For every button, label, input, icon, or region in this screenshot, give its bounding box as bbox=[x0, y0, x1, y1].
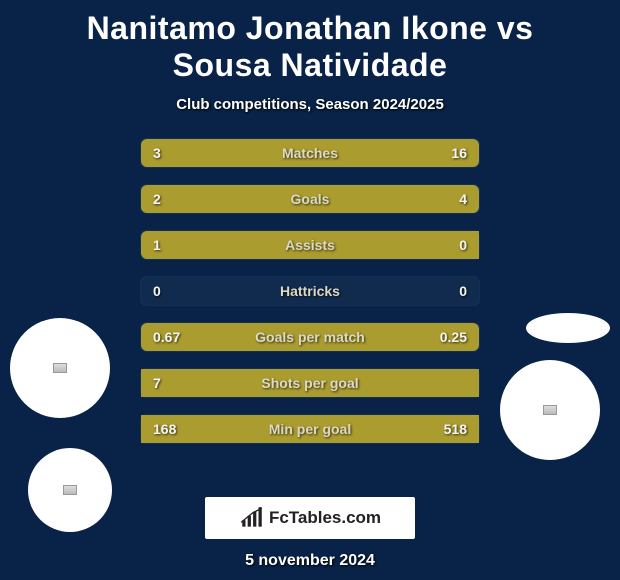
stat-right-value: 518 bbox=[444, 421, 467, 437]
player1-flag-icon bbox=[53, 363, 67, 373]
chart-icon bbox=[239, 507, 265, 529]
stat-label: Assists bbox=[285, 237, 335, 253]
stat-label: Hattricks bbox=[280, 283, 340, 299]
stat-row: 0.67 0.25 Goals per match bbox=[140, 322, 480, 352]
page-title: Nanitamo Jonathan Ikone vs Sousa Nativid… bbox=[0, 0, 620, 84]
stat-right-value: 0 bbox=[459, 283, 467, 299]
player2-flag-icon bbox=[543, 405, 557, 415]
stat-left-value: 0.67 bbox=[153, 329, 180, 345]
bar-fill-left bbox=[141, 139, 202, 167]
player2-avatar bbox=[500, 360, 600, 460]
stat-label: Shots per goal bbox=[261, 375, 358, 391]
stat-right-value: 0 bbox=[459, 237, 467, 253]
stat-left-value: 3 bbox=[153, 145, 161, 161]
stat-row: 2 4 Goals bbox=[140, 184, 480, 214]
stat-row: 0 0 Hattricks bbox=[140, 276, 480, 306]
stat-right-value: 16 bbox=[451, 145, 467, 161]
bar-fill-right bbox=[202, 139, 479, 167]
stat-left-value: 2 bbox=[153, 191, 161, 207]
player1-club-flag-icon bbox=[63, 485, 77, 495]
stat-row: 3 16 Matches bbox=[140, 138, 480, 168]
comparison-chart: 3 16 Matches 2 4 Goals 1 0 Assists 0 0 Hattricks 0.6… bbox=[0, 138, 620, 468]
stat-right-value: 0.25 bbox=[440, 329, 467, 345]
player1-avatar bbox=[10, 318, 110, 418]
stat-bars: 3 16 Matches 2 4 Goals 1 0 Assists 0 0 Hattricks 0.6… bbox=[140, 138, 480, 460]
subtitle: Club competitions, Season 2024/2025 bbox=[0, 96, 620, 113]
bar-fill-right bbox=[253, 185, 479, 213]
stat-row: 168 518 Min per goal bbox=[140, 414, 480, 444]
stat-label: Goals bbox=[291, 191, 330, 207]
stat-row: 1 0 Assists bbox=[140, 230, 480, 260]
stat-label: Goals per match bbox=[255, 329, 365, 345]
stat-left-value: 0 bbox=[153, 283, 161, 299]
stat-left-value: 168 bbox=[153, 421, 176, 437]
stat-row: 7 Shots per goal bbox=[140, 368, 480, 398]
player2-club-avatar bbox=[526, 313, 610, 343]
logo-text: FcTables.com bbox=[269, 508, 381, 528]
player1-club-avatar bbox=[28, 448, 112, 532]
stat-right-value: 4 bbox=[459, 191, 467, 207]
stat-label: Matches bbox=[282, 145, 338, 161]
fctables-logo: FcTables.com bbox=[205, 497, 415, 539]
date-label: 5 november 2024 bbox=[0, 552, 620, 570]
stat-label: Min per goal bbox=[269, 421, 351, 437]
stat-left-value: 1 bbox=[153, 237, 161, 253]
stat-left-value: 7 bbox=[153, 375, 161, 391]
